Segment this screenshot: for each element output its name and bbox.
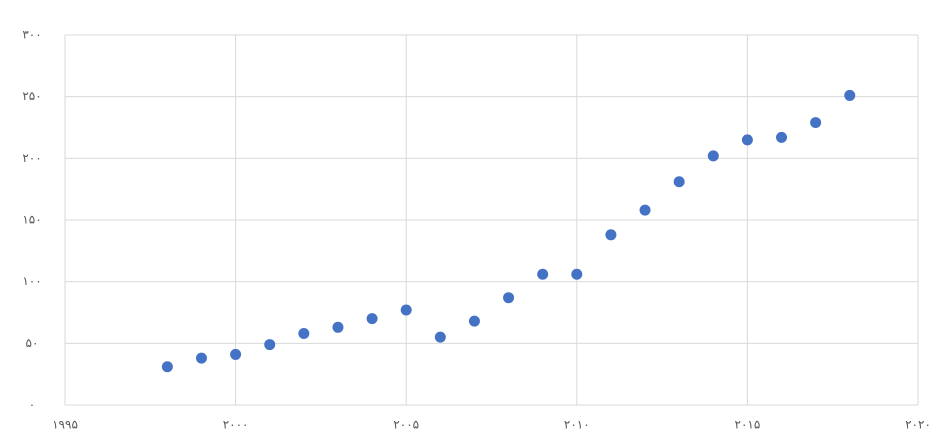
point <box>298 328 309 339</box>
point <box>742 134 753 145</box>
x-tick-label: ۲۰۱۰ <box>564 418 590 432</box>
y-tick-label: ۵۰ <box>26 336 39 350</box>
point <box>469 316 480 327</box>
x-tick-label: ۲۰۱۵ <box>735 418 761 432</box>
point <box>196 353 207 364</box>
point <box>332 322 343 333</box>
chart: ۰ ۵۰ ۱۰۰ ۱۵۰ ۲۰۰ ۲۵۰ ۳۰۰ ۱۹۹۵ ۲۰۰۰ ۲۰۰۵ ۲۰۱۰ ۲۰۱۵ ۲۰… <box>0 0 947 448</box>
point <box>537 269 548 280</box>
y-tick-label: ۲۵۰ <box>22 89 41 103</box>
y-tick-label: ۰ <box>29 398 35 412</box>
point <box>674 176 685 187</box>
point <box>230 349 241 360</box>
point <box>367 313 378 324</box>
point <box>162 361 173 372</box>
x-tick-label: ۲۰۰۵ <box>393 418 419 432</box>
point <box>401 305 412 316</box>
x-tick-label: ۲۰۲۰ <box>905 418 931 432</box>
point <box>435 332 446 343</box>
point <box>605 229 616 240</box>
point <box>264 339 275 350</box>
point <box>503 292 514 303</box>
y-tick-label: ۱۰۰ <box>22 274 41 288</box>
x-tick-label: ۱۹۹۵ <box>52 418 78 432</box>
point <box>640 205 651 216</box>
point <box>844 90 855 101</box>
point <box>810 117 821 128</box>
point <box>571 269 582 280</box>
y-tick-label: ۳۰۰ <box>22 28 41 42</box>
x-tick-label: ۲۰۰۰ <box>223 418 249 432</box>
y-tick-label: ۲۰۰ <box>22 151 41 165</box>
point <box>708 150 719 161</box>
point <box>776 132 787 143</box>
y-tick-label: ۱۵۰ <box>22 213 41 227</box>
